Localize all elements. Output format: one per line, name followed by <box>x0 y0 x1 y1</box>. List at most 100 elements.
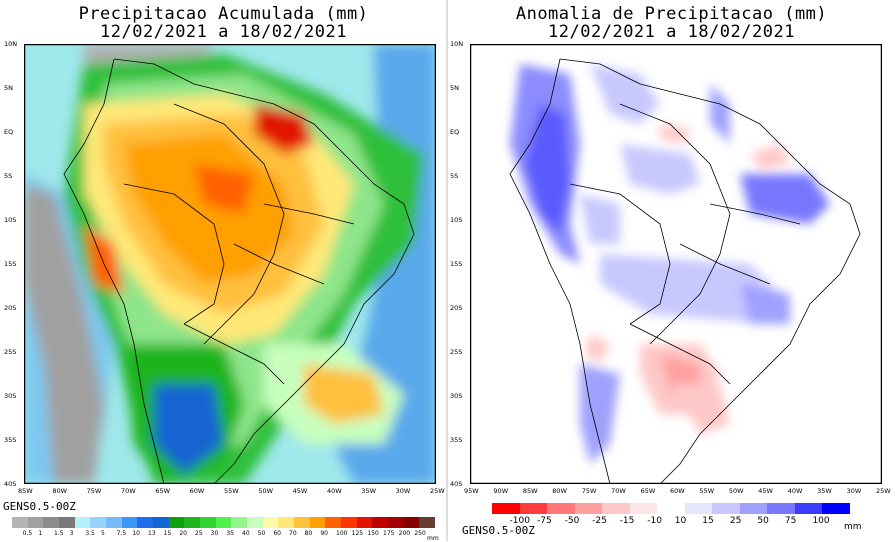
lat-tick-label: 40S <box>450 480 463 488</box>
colorbar-label: 125 <box>351 530 364 537</box>
model-label: GENS0.5-00Z <box>462 524 535 537</box>
lat-tick-label: EQ <box>4 128 14 136</box>
colorbar-swatch <box>137 517 154 528</box>
lat-tick-label: 20S <box>450 304 463 312</box>
lon-tick-label: 75W <box>86 487 102 495</box>
colorbar-swatch <box>712 503 741 514</box>
colorbar-swatch <box>602 503 631 514</box>
precip-anomaly-map <box>470 44 882 484</box>
colorbar-label: 80 <box>304 530 313 537</box>
lon-tick-label: 45W <box>292 487 308 495</box>
colorbar-label: -15 <box>619 516 635 526</box>
lon-tick-label: 90W <box>493 487 509 495</box>
lon-tick-label: 55W <box>699 487 715 495</box>
colorbar-swatch <box>12 517 29 528</box>
colorbar-label: 100 <box>812 516 830 526</box>
accumulated-precip-panel: Precipitacao Acumulada (mm) 12/02/2021 a… <box>0 0 447 542</box>
lon-tick-label: 95W <box>464 487 479 495</box>
colorbar-swatch <box>574 503 603 514</box>
lat-tick-label: EQ <box>450 128 460 136</box>
colorbar-swatch <box>657 503 686 514</box>
colorbar-swatch <box>822 503 851 514</box>
colorbar-swatch <box>341 517 358 528</box>
colorbar-label: 60 <box>273 530 281 537</box>
lat-tick-label: 35S <box>4 436 17 444</box>
lon-tick-label: 40W <box>787 487 803 495</box>
colorbar-swatch <box>215 517 232 528</box>
lon-tick-label: 70W <box>121 487 136 495</box>
colorbar-swatch <box>247 517 264 528</box>
colorbar-label: 20 <box>179 530 187 537</box>
colorbar-label: 30 <box>210 530 219 537</box>
lon-tick-label: 30W <box>846 487 862 495</box>
lon-tick-label: 25W <box>430 487 445 495</box>
colorbar-label: 3 <box>69 530 74 537</box>
lon-tick-label: 85W <box>522 487 538 495</box>
lon-tick-label: 65W <box>155 487 171 495</box>
lat-tick-label: 10N <box>450 40 464 48</box>
colorbar-swatch <box>492 503 521 514</box>
lon-tick-label: 55W <box>224 487 239 495</box>
colorbar-label: 75 <box>784 516 797 526</box>
lat-tick-label: 5S <box>4 172 13 180</box>
lat-tick-label: 5N <box>4 84 13 92</box>
lat-tick-label: 25S <box>4 348 17 356</box>
lon-tick-label: 65W <box>640 487 656 495</box>
lat-tick-label: 40S <box>4 480 17 488</box>
colorbar-label: 25 <box>195 530 203 537</box>
colorbar-swatch <box>325 517 342 528</box>
colorbar-swatch <box>121 517 138 528</box>
colorbar-swatch <box>309 517 326 528</box>
colorbar-label: -50 <box>564 516 580 526</box>
lat-tick-label: 5S <box>450 172 459 180</box>
lon-tick-label: 80W <box>552 487 567 495</box>
panel-date-range: 12/02/2021 a 18/02/2021 <box>548 22 795 42</box>
colorbar-label: 150 <box>367 530 379 537</box>
lon-tick-label: 45W <box>758 487 773 495</box>
colorbar-swatch <box>59 517 76 528</box>
colorbar-label: 175 <box>383 530 395 537</box>
colorbar-swatch <box>372 517 389 528</box>
colorbar-swatch <box>262 517 279 528</box>
colorbar-swatch <box>403 517 420 528</box>
panel-title: Anomalia de Precipitacao (mm) <box>515 4 828 24</box>
colorbar-label: 200 <box>398 530 411 537</box>
colorbar-swatch <box>153 517 170 528</box>
colorbar-swatch <box>200 517 217 528</box>
lon-tick-label: 75W <box>581 487 597 495</box>
lon-tick-label: 50W <box>728 487 744 495</box>
colorbar-label: 0.5 <box>22 530 33 537</box>
colorbar-swatch <box>547 503 576 514</box>
colorbar-label: 10 <box>132 530 140 537</box>
lat-tick-label: 5N <box>450 84 459 92</box>
colorbar-swatch <box>629 503 658 514</box>
lat-tick-label: 35S <box>450 436 463 444</box>
colorbar-swatch <box>184 517 201 528</box>
colorbar-label: 3.5 <box>85 530 95 537</box>
lon-tick-label: 60W <box>670 487 685 495</box>
lon-tick-label: 35W <box>817 487 832 495</box>
lat-tick-label: 10S <box>4 216 17 224</box>
colorbar-label: 10 <box>674 516 687 526</box>
colorbar-label: 5 <box>101 530 105 537</box>
lon-tick-label: 80W <box>52 487 68 495</box>
colorbar-swatch <box>519 503 548 514</box>
colorbar-label: 25 <box>729 516 742 526</box>
lon-tick-label: 85W <box>18 487 33 495</box>
panel-title: Precipitacao Acumulada (mm) <box>78 4 369 24</box>
colorbar-label: -25 <box>592 516 607 526</box>
lon-tick-label: 40W <box>327 487 342 495</box>
lat-tick-label: 30S <box>450 392 463 400</box>
lat-tick-label: 20S <box>4 304 17 312</box>
colorbar-swatch <box>168 517 185 528</box>
colorbar-label: 50 <box>257 530 266 537</box>
precip-anomaly-panel: Anomalia de Precipitacao (mm) 12/02/2021… <box>448 0 895 541</box>
colorbar-swatch <box>231 517 248 528</box>
colorbar-label: -100 <box>509 516 530 526</box>
colorbar-label: 35 <box>226 530 234 537</box>
colorbar-label: 250 <box>414 530 426 537</box>
colorbar-swatch <box>739 503 768 514</box>
colorbar-swatch <box>388 517 405 528</box>
colorbar-swatch <box>684 503 713 514</box>
accumulated-precip-map <box>24 44 436 484</box>
